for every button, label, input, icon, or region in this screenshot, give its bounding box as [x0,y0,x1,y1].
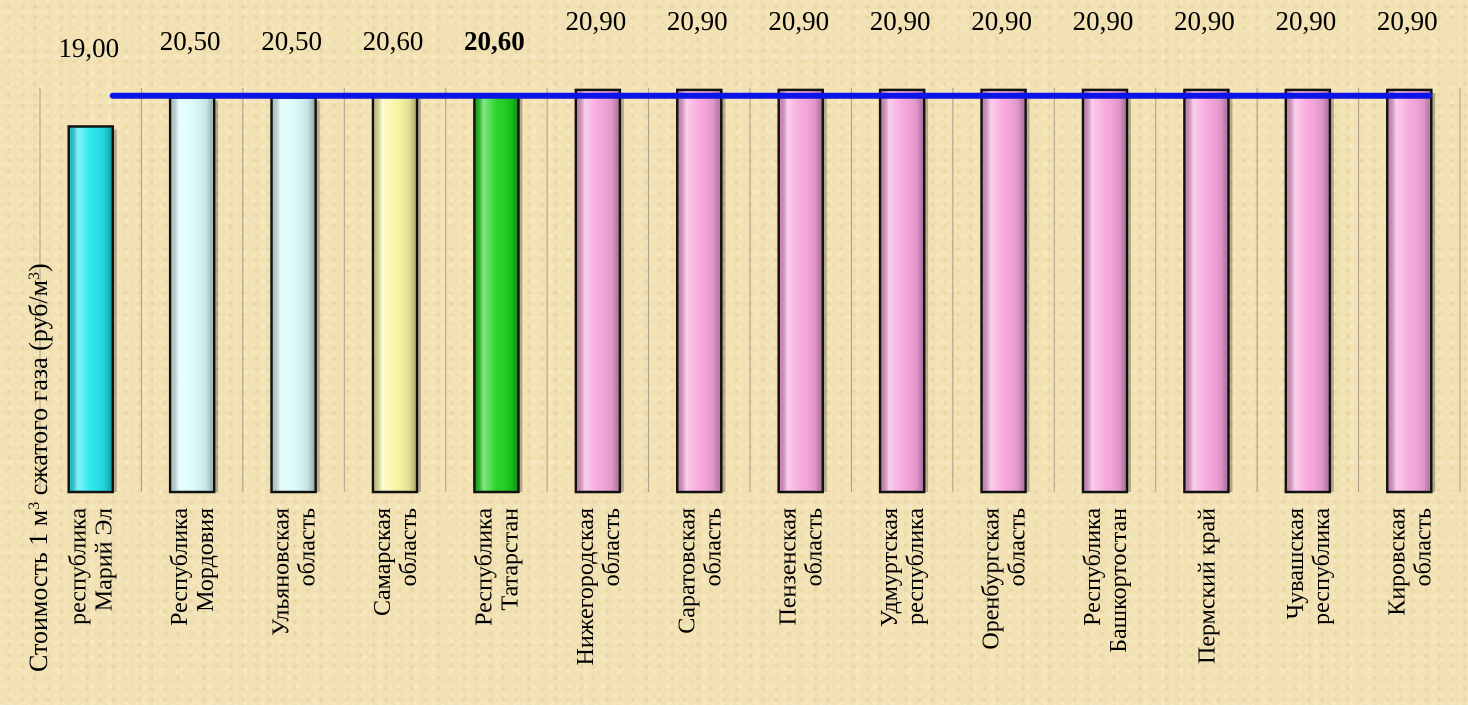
category-label: Саратовская [674,508,700,634]
category-label: Пермский край [1194,508,1220,664]
bar-4 [371,94,421,494]
y-axis-title: Стоимость 1 м3 сжатого газа (руб/м3) [24,263,53,672]
bar-14 [1386,88,1436,494]
category-label: Мордовия [193,508,219,612]
value-label: 20,60 [464,26,525,56]
category-label: область [599,508,625,586]
bar-shine [171,99,213,491]
category-label: Ульяновская [269,508,295,636]
bar-shine [1388,91,1430,491]
grid-lines [39,88,1461,492]
category-label: Татарстан [497,508,523,611]
value-label: 20,90 [870,6,931,36]
category-label: республика [1309,508,1335,625]
category-label: Нижегородская [573,508,599,666]
value-label: 20,90 [971,6,1032,36]
value-label: 20,90 [1174,6,1235,36]
value-label: 20,90 [1377,6,1438,36]
bar-9 [878,88,929,494]
category-label: Удмуртская [877,508,903,627]
value-label: 19,00 [58,33,119,63]
bar-13 [1284,88,1334,494]
bar-1 [67,125,117,494]
bar-6 [574,88,624,494]
category-label: область [1005,508,1031,586]
value-label: 20,50 [261,26,322,56]
category-label: республика [66,508,92,625]
value-label: 20,50 [160,26,221,56]
bar-shine [780,91,822,491]
category-label: Марий Эл [92,508,118,611]
category-label: область [1410,508,1436,586]
category-label: Башкортостан [1106,508,1132,653]
bar-shine [983,91,1025,491]
bar-shine [475,97,517,491]
category-label: Чувашская [1283,508,1309,619]
bar-12 [1183,88,1233,494]
category-label: республика [903,508,929,625]
bar-shine [881,91,923,491]
category-label: Республика [1080,508,1106,626]
category-label: Республика [167,508,193,626]
category-label: Республика [471,508,497,626]
value-label: 20,90 [768,6,829,36]
bar-shine [1084,91,1126,491]
value-label: 20,90 [667,6,728,36]
value-label: 20,90 [1275,6,1336,36]
category-label: Самарская [370,508,396,616]
bar-shine [70,127,112,491]
category-label: Пензенская [776,508,802,625]
category-label: область [802,508,828,586]
bar-shine [577,91,619,491]
bar-shine [678,91,720,491]
category-label: Оренбургская [979,508,1005,650]
value-label: 20,60 [363,26,424,56]
bar-shine [374,97,416,491]
value-label: 20,90 [1073,6,1134,36]
bar-8 [777,88,827,494]
bar-10 [980,88,1030,494]
bar-shine [273,99,315,491]
bar-2 [168,96,219,494]
category-labels: республика Марий Эл Республика Мордовия Улья… [66,508,1437,666]
category-label: Кировская [1384,508,1410,616]
bar-7 [676,88,726,494]
category-label: область [295,508,321,586]
bar-shine [1185,91,1227,491]
bar-3 [270,96,320,494]
category-label: область [396,508,422,586]
bar-shine [1287,91,1329,491]
bar-5 [473,94,523,494]
value-labels: 19,00 20,50 20,50 20,60 20,60 20,90 20,90 20,90… [58,6,1437,63]
value-label: 20,90 [565,6,626,36]
category-label: область [700,508,726,586]
bar-11 [1081,88,1131,494]
bars [67,88,1436,494]
